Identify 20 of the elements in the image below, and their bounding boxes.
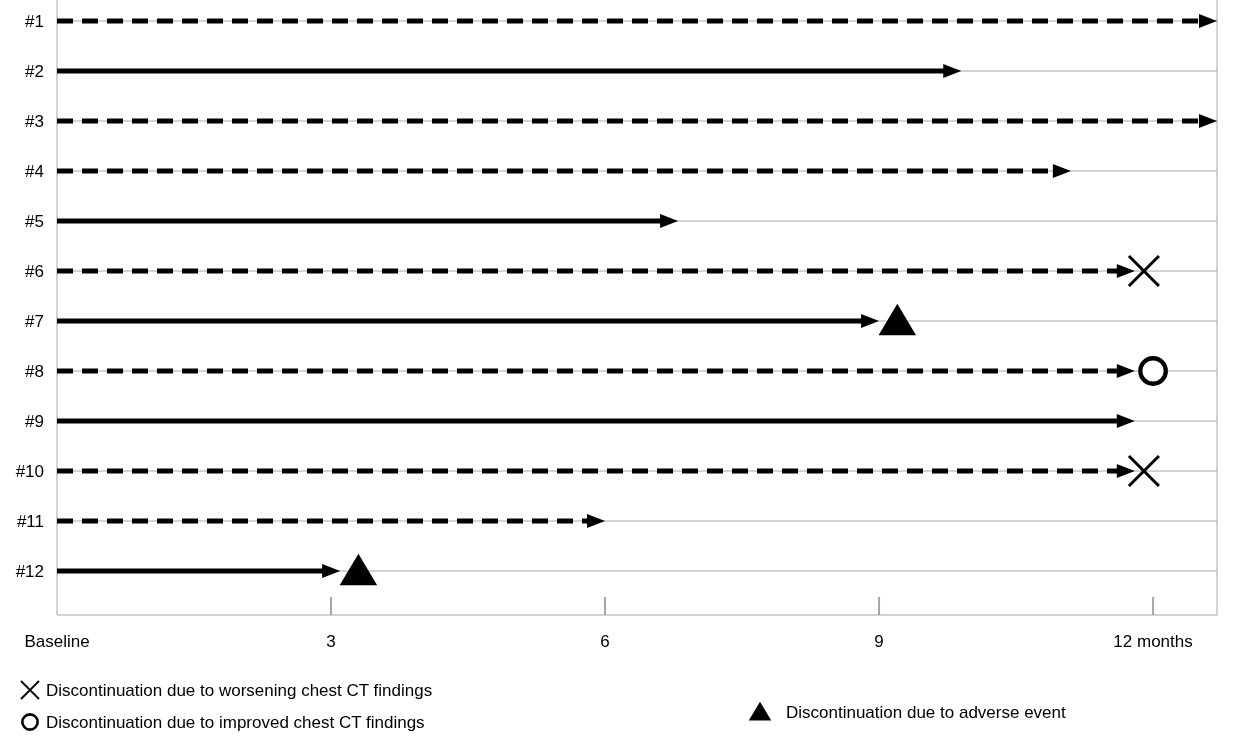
legend-label: Discontinuation due to improved chest CT findings: [46, 713, 425, 732]
y-tick-label: #1: [25, 12, 44, 31]
y-tick-label: #7: [25, 312, 44, 331]
legend-label: Discontinuation due to adverse event: [786, 703, 1067, 722]
x-tick-label: 6: [600, 632, 610, 651]
y-tick-label: #4: [25, 162, 44, 181]
y-tick-label: #12: [15, 562, 44, 581]
y-tick-label: #3: [25, 112, 44, 131]
y-tick-label: #2: [25, 62, 44, 81]
y-tick-label: #8: [25, 362, 44, 381]
x-tick-label: 12 months: [1113, 632, 1193, 651]
x-tick-label: 3: [326, 632, 336, 651]
x-tick-label: Baseline: [24, 632, 90, 651]
y-tick-label: #5: [25, 212, 44, 231]
x-tick-label: 9: [874, 632, 884, 651]
y-tick-label: #11: [16, 512, 44, 531]
legend-label: Discontinuation due to worsening chest CT findings: [46, 681, 433, 700]
y-tick-label: #10: [15, 462, 44, 481]
y-tick-label: #6: [25, 262, 44, 281]
y-tick-label: #9: [25, 412, 44, 431]
